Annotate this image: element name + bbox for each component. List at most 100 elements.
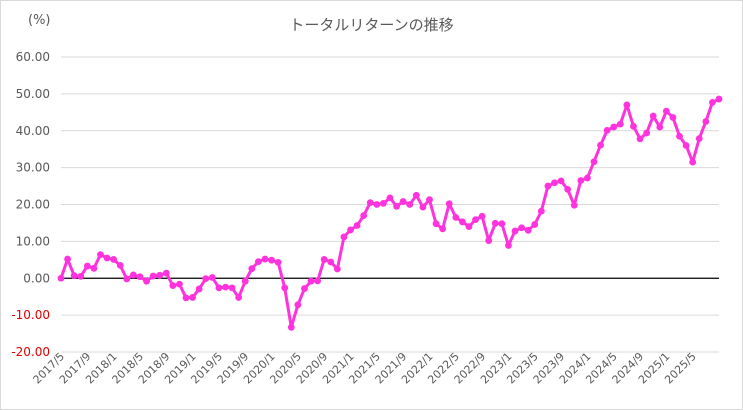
- y-tick-label: -20.00: [11, 345, 50, 359]
- data-point: [235, 294, 243, 301]
- data-point: [518, 224, 525, 232]
- data-point: [176, 280, 183, 288]
- data-point: [715, 95, 723, 103]
- data-point: [603, 126, 611, 134]
- data-point: [551, 179, 558, 187]
- data-point: [241, 277, 249, 285]
- data-point: [630, 122, 637, 130]
- data-point: [511, 227, 519, 235]
- data-point: [189, 294, 197, 301]
- data-point: [426, 196, 433, 204]
- data-point: [709, 98, 716, 106]
- data-point: [505, 242, 512, 249]
- data-point: [261, 255, 269, 263]
- data-point: [669, 114, 677, 121]
- data-point: [584, 174, 591, 182]
- data-point: [643, 129, 651, 137]
- data-point: [610, 123, 618, 131]
- data-point: [662, 107, 670, 115]
- data-point: [393, 202, 400, 210]
- data-point: [103, 254, 111, 262]
- data-point: [248, 265, 256, 273]
- data-point: [215, 284, 223, 292]
- data-point: [314, 277, 322, 285]
- data-point: [695, 135, 703, 142]
- data-point: [564, 185, 572, 193]
- data-point: [307, 277, 315, 285]
- data-point: [77, 273, 85, 280]
- data-point: [366, 199, 374, 207]
- data-point: [360, 212, 368, 219]
- data-point: [149, 272, 157, 280]
- data-point: [472, 216, 479, 224]
- data-point: [129, 271, 137, 279]
- data-point: [222, 283, 229, 291]
- data-point: [320, 256, 328, 263]
- data-point: [347, 226, 354, 234]
- data-point: [432, 220, 440, 228]
- data-point: [531, 221, 539, 228]
- data-point: [524, 226, 532, 234]
- data-point: [590, 158, 598, 166]
- data-point: [274, 258, 282, 266]
- data-point: [544, 182, 552, 190]
- series-polyline: [59, 97, 721, 329]
- data-point: [616, 120, 624, 128]
- data-point: [97, 251, 104, 259]
- data-point: [294, 301, 302, 309]
- series-line: [59, 97, 721, 329]
- data-point: [623, 101, 631, 109]
- data-point: [110, 256, 118, 263]
- data-point: [195, 285, 203, 293]
- data-point: [136, 273, 144, 281]
- y-tick-label: 50.00: [16, 87, 50, 101]
- data-point: [570, 201, 578, 209]
- data-point: [301, 285, 308, 292]
- data-point: [557, 177, 565, 185]
- y-tick-label: 0.00: [23, 271, 50, 285]
- data-point: [156, 271, 164, 279]
- data-point: [465, 223, 473, 231]
- data-point: [202, 275, 210, 283]
- y-tick-label: 10.00: [16, 234, 50, 248]
- data-point: [208, 274, 216, 281]
- data-point: [373, 201, 381, 208]
- data-point: [491, 219, 499, 227]
- data-point: [143, 277, 150, 285]
- gridlines: [61, 56, 719, 353]
- data-point: [439, 225, 447, 233]
- data-point: [353, 222, 361, 229]
- data-point: [682, 142, 690, 149]
- data-point: [577, 177, 585, 184]
- data-point: [458, 218, 466, 226]
- data-point: [268, 256, 275, 264]
- data-point: [327, 258, 335, 266]
- data-point: [445, 200, 453, 208]
- data-point: [90, 264, 98, 272]
- data-point: [702, 118, 710, 125]
- data-point: [340, 233, 348, 241]
- data-point: [498, 220, 506, 228]
- chart-title: トータルリターンの推移: [289, 16, 454, 34]
- data-point: [649, 112, 657, 120]
- y-tick-label: 30.00: [16, 161, 50, 175]
- data-point: [452, 214, 460, 221]
- y-tick-label: -10.00: [11, 308, 50, 322]
- data-point: [406, 201, 414, 208]
- data-point: [676, 132, 683, 140]
- data-point: [386, 194, 394, 202]
- data-point: [64, 255, 71, 263]
- y-tick-label: 20.00: [16, 198, 50, 212]
- y-tick-label: 60.00: [16, 50, 50, 64]
- data-point: [485, 237, 493, 245]
- data-point: [169, 282, 177, 290]
- data-point: [636, 135, 644, 143]
- data-point: [597, 141, 604, 149]
- x-axis-ticks: 2017/52017/92018/12018/52018/92019/12019…: [31, 350, 699, 387]
- y-tick-label: 40.00: [16, 124, 50, 138]
- data-point: [478, 212, 486, 220]
- data-point: [689, 158, 697, 166]
- data-point: [228, 284, 236, 292]
- data-point: [419, 203, 427, 211]
